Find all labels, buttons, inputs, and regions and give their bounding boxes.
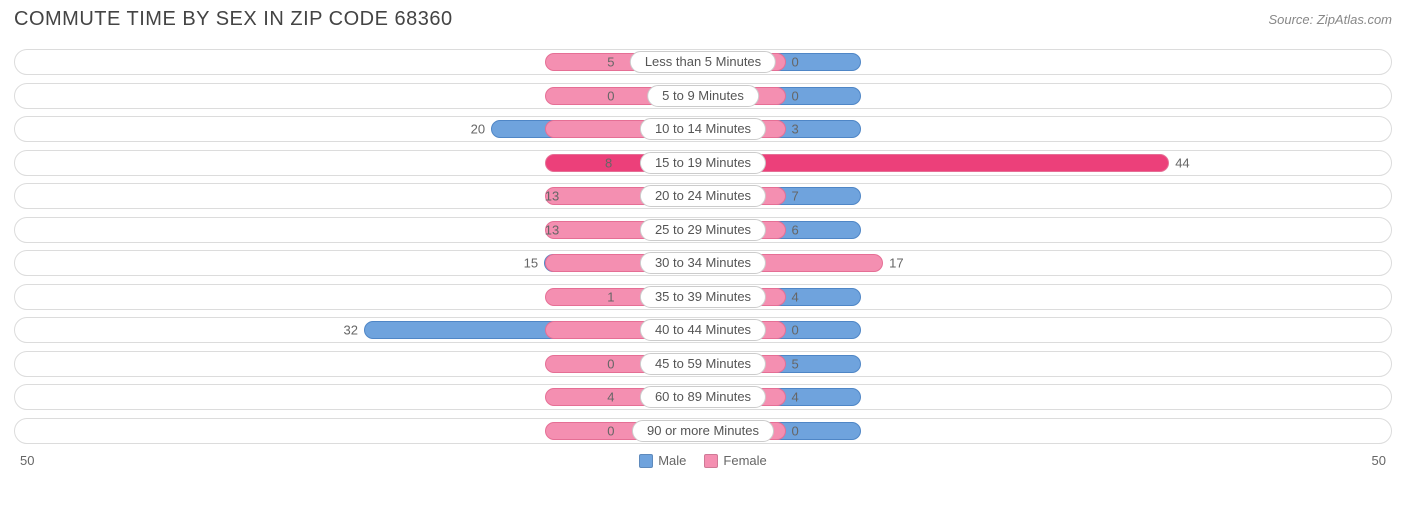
female-value: 0 (792, 323, 799, 338)
female-value: 0 (792, 423, 799, 438)
category-label: 15 to 19 Minutes (640, 152, 766, 174)
female-value: 3 (792, 122, 799, 137)
category-label: 45 to 59 Minutes (640, 353, 766, 375)
male-value: 13 (545, 189, 559, 204)
chart-footer: 50 Male Female 50 (0, 451, 1406, 468)
male-value: 0 (607, 88, 614, 103)
category-label: 40 to 44 Minutes (640, 319, 766, 341)
male-value: 4 (607, 390, 614, 405)
category-label: 35 to 39 Minutes (640, 286, 766, 308)
category-label: 90 or more Minutes (632, 420, 774, 442)
category-label: Less than 5 Minutes (630, 51, 776, 73)
chart-row: 32 0 40 to 44 Minutes (14, 317, 1392, 343)
female-value: 7 (792, 189, 799, 204)
female-value: 17 (889, 256, 903, 271)
category-label: 30 to 34 Minutes (640, 252, 766, 274)
male-value: 5 (607, 55, 614, 70)
chart-row: 0 5 45 to 59 Minutes (14, 351, 1392, 377)
category-label: 10 to 14 Minutes (640, 118, 766, 140)
chart-source: Source: ZipAtlas.com (1268, 12, 1392, 27)
chart-row: 20 3 10 to 14 Minutes (14, 116, 1392, 142)
legend: Male Female (639, 453, 767, 468)
male-value: 1 (607, 289, 614, 304)
male-value: 32 (344, 323, 358, 338)
chart-row: 0 0 5 to 9 Minutes (14, 83, 1392, 109)
female-value: 4 (792, 289, 799, 304)
legend-swatch (704, 454, 718, 468)
chart-row: 13 7 20 to 24 Minutes (14, 183, 1392, 209)
category-label: 60 to 89 Minutes (640, 386, 766, 408)
chart-row: 1 4 35 to 39 Minutes (14, 284, 1392, 310)
legend-label: Male (658, 453, 686, 468)
female-bar (545, 154, 1169, 172)
male-value: 0 (607, 423, 614, 438)
chart-area: 5 0 Less than 5 Minutes 0 0 5 to 9 Minutes 20 3… (0, 35, 1406, 444)
category-label: 20 to 24 Minutes (640, 185, 766, 207)
chart-row: 15 17 30 to 34 Minutes (14, 250, 1392, 276)
chart-row: 8 44 15 to 19 Minutes (14, 150, 1392, 176)
chart-title: COMMUTE TIME BY SEX IN ZIP CODE 68360 (14, 8, 453, 31)
male-value: 13 (545, 222, 559, 237)
axis-right-max: 50 (1372, 453, 1386, 468)
male-value: 0 (607, 356, 614, 371)
female-value: 0 (792, 55, 799, 70)
male-value: 20 (471, 122, 485, 137)
male-value: 8 (605, 155, 612, 170)
male-value: 15 (524, 256, 538, 271)
chart-row: 0 0 90 or more Minutes (14, 418, 1392, 444)
legend-swatch (639, 454, 653, 468)
female-value: 6 (792, 222, 799, 237)
legend-item: Female (704, 453, 766, 468)
chart-row: 13 6 25 to 29 Minutes (14, 217, 1392, 243)
category-label: 25 to 29 Minutes (640, 219, 766, 241)
chart-header: COMMUTE TIME BY SEX IN ZIP CODE 68360 So… (0, 0, 1406, 35)
female-value: 4 (792, 390, 799, 405)
category-label: 5 to 9 Minutes (647, 85, 759, 107)
female-value: 5 (792, 356, 799, 371)
legend-label: Female (723, 453, 766, 468)
female-value: 0 (792, 88, 799, 103)
female-value: 44 (1175, 155, 1189, 170)
axis-left-max: 50 (20, 453, 34, 468)
chart-row: 4 4 60 to 89 Minutes (14, 384, 1392, 410)
chart-row: 5 0 Less than 5 Minutes (14, 49, 1392, 75)
legend-item: Male (639, 453, 686, 468)
